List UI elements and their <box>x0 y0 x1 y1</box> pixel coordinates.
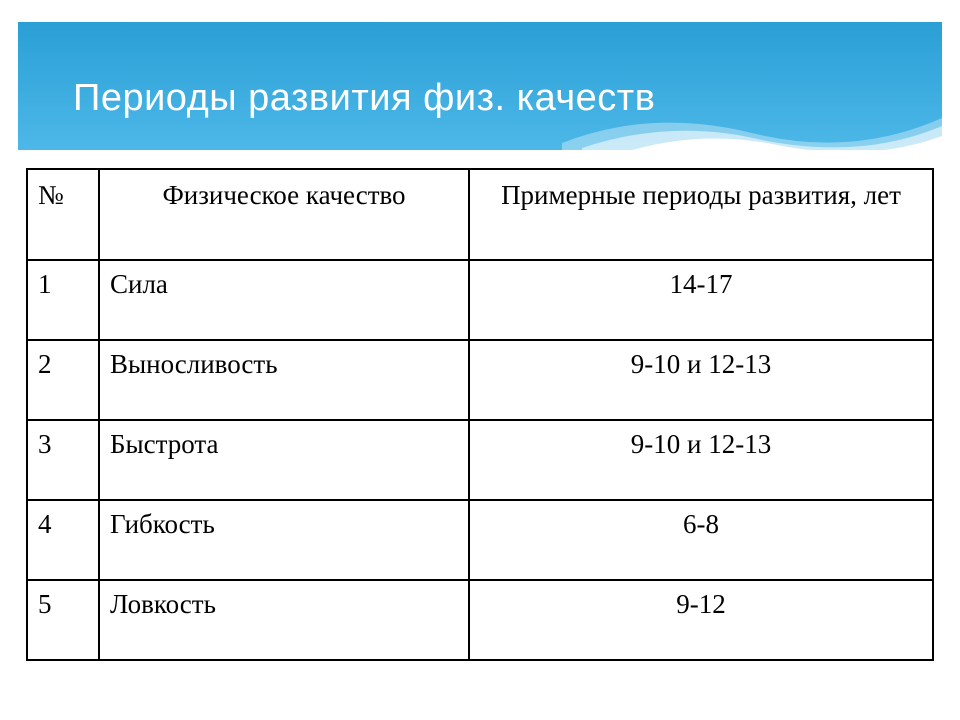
table-row: 5 Ловкость 9-12 <box>27 580 933 660</box>
cell-num: 1 <box>27 260 99 340</box>
col-header-num: № <box>27 169 99 260</box>
table-container: № Физическое качество Примерные периоды … <box>18 150 942 661</box>
table-row: 2 Выносливость 9-10 и 12-13 <box>27 340 933 420</box>
cell-period: 6-8 <box>469 500 933 580</box>
table-header-row: № Физическое качество Примерные периоды … <box>27 169 933 260</box>
slide: Периоды развития физ. качеств № Физическ… <box>18 22 942 698</box>
cell-num: 5 <box>27 580 99 660</box>
cell-period: 14-17 <box>469 260 933 340</box>
cell-quality: Выносливость <box>99 340 469 420</box>
cell-period: 9-10 и 12-13 <box>469 420 933 500</box>
cell-quality: Ловкость <box>99 580 469 660</box>
page-title: Периоды развития физ. качеств <box>73 77 655 120</box>
table-row: 1 Сила 14-17 <box>27 260 933 340</box>
cell-quality: Сила <box>99 260 469 340</box>
cell-quality: Гибкость <box>99 500 469 580</box>
cell-num: 3 <box>27 420 99 500</box>
slide-header: Периоды развития физ. качеств <box>18 22 942 150</box>
cell-num: 2 <box>27 340 99 420</box>
qualities-table: № Физическое качество Примерные периоды … <box>26 168 934 661</box>
table-row: 3 Быстрота 9-10 и 12-13 <box>27 420 933 500</box>
table-row: 4 Гибкость 6-8 <box>27 500 933 580</box>
cell-period: 9-12 <box>469 580 933 660</box>
col-header-quality: Физическое качество <box>99 169 469 260</box>
col-header-period: Примерные периоды развития, лет <box>469 169 933 260</box>
cell-period: 9-10 и 12-13 <box>469 340 933 420</box>
cell-quality: Быстрота <box>99 420 469 500</box>
cell-num: 4 <box>27 500 99 580</box>
